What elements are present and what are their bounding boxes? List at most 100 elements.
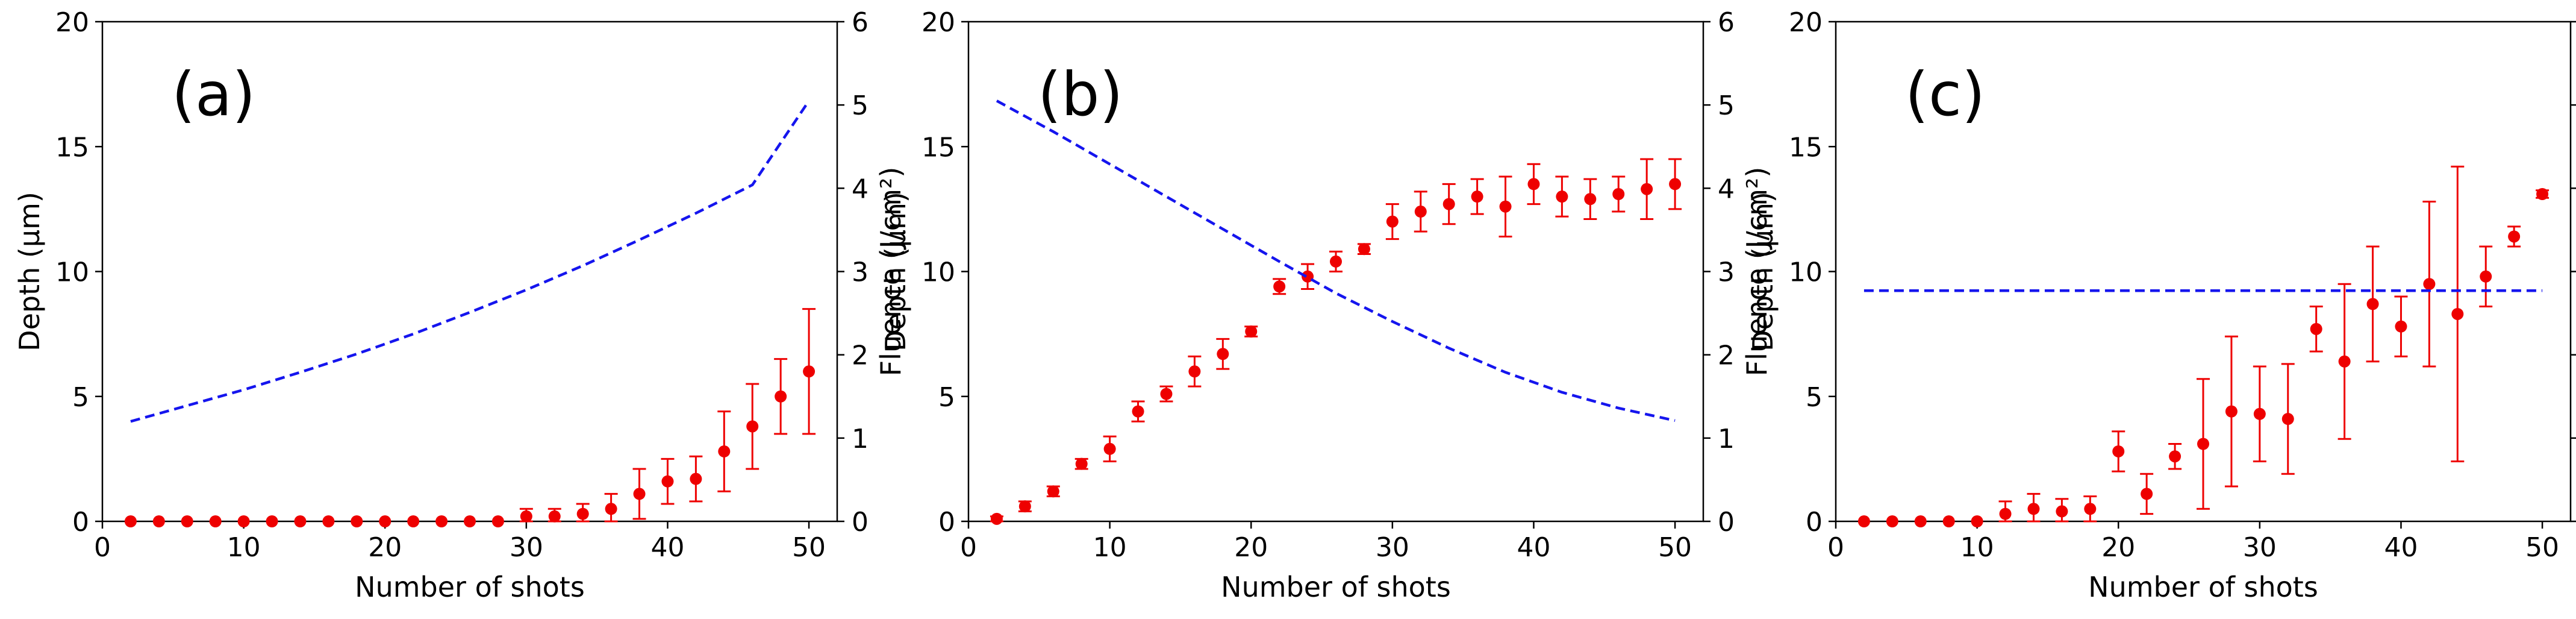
depth-point xyxy=(576,507,589,520)
depth-point xyxy=(775,390,787,403)
panel-label: (c) xyxy=(1905,59,1985,130)
y-tick-label: 0 xyxy=(72,507,89,538)
depth-point xyxy=(1584,193,1597,206)
depth-point xyxy=(690,473,702,485)
depth-point xyxy=(464,515,476,527)
depth-point xyxy=(2141,488,2153,500)
x-tick-label: 30 xyxy=(2243,532,2277,563)
y2-tick-label: 6 xyxy=(852,7,869,38)
depth-point xyxy=(2253,407,2266,420)
y-tick-label: 15 xyxy=(55,132,89,163)
y2-tick-label: 0 xyxy=(852,507,869,538)
depth-point xyxy=(2084,503,2097,515)
depth-point xyxy=(803,365,816,378)
depth-point xyxy=(605,503,617,515)
depth-point xyxy=(1612,188,1625,201)
x-tick-label: 0 xyxy=(960,532,977,563)
depth-point xyxy=(633,488,646,500)
fluence-line xyxy=(996,99,1676,423)
depth-point xyxy=(407,515,420,527)
depth-point xyxy=(1414,206,1427,218)
depth-point xyxy=(1499,200,1512,213)
y-tick-label: 20 xyxy=(922,7,955,38)
x-tick-label: 0 xyxy=(94,532,111,563)
y2-axis-label: Fluence (J/cm²) xyxy=(875,167,907,377)
depth-point xyxy=(746,420,759,433)
y-tick-label: 0 xyxy=(938,507,955,538)
x-tick-label: 0 xyxy=(1827,532,1844,563)
depth-point xyxy=(2451,307,2464,320)
y-axis-label: Depth (μm) xyxy=(879,192,912,351)
fluence-line xyxy=(130,100,810,423)
depth-point xyxy=(152,515,165,527)
depth-point xyxy=(2056,505,2068,518)
y2-tick-label: 1 xyxy=(1718,424,1735,454)
depth-point xyxy=(266,515,278,527)
depth-point xyxy=(1160,388,1173,400)
depth-point xyxy=(181,515,193,527)
y-tick-label: 10 xyxy=(922,257,955,288)
x-tick-label: 20 xyxy=(368,532,402,563)
depth-point xyxy=(1386,215,1399,228)
y2-tick-label: 4 xyxy=(1718,174,1735,204)
depth-point xyxy=(2112,445,2125,457)
y2-tick-label: 6 xyxy=(1718,7,1735,38)
panel-label: (a) xyxy=(172,59,255,130)
depth-point xyxy=(520,510,532,523)
depth-point xyxy=(1669,178,1682,190)
x-tick-label: 40 xyxy=(650,532,684,563)
depth-point xyxy=(1075,457,1088,470)
depth-point xyxy=(1527,178,1540,190)
y-tick-label: 10 xyxy=(55,257,89,288)
y-tick-label: 5 xyxy=(1806,382,1823,413)
depth-point xyxy=(2197,438,2209,450)
depth-point xyxy=(294,515,307,527)
depth-point xyxy=(718,445,731,457)
depth-point xyxy=(435,515,448,527)
y-axis-label: Depth (μm) xyxy=(1747,192,1779,351)
depth-point xyxy=(1302,270,1314,283)
depth-point xyxy=(2536,188,2549,201)
x-tick-label: 40 xyxy=(1517,532,1550,563)
y2-tick-label: 4 xyxy=(852,174,869,204)
y2-tick-label: 1 xyxy=(852,424,869,454)
x-tick-label: 40 xyxy=(2384,532,2418,563)
y2-tick-label: 2 xyxy=(1718,341,1735,371)
depth-point xyxy=(1018,500,1031,513)
depth-point xyxy=(2423,278,2436,291)
y2-tick-label: 3 xyxy=(852,257,869,288)
depth-point xyxy=(351,515,363,527)
x-tick-label: 50 xyxy=(1658,532,1692,563)
x-axis-label: Number of shots xyxy=(1221,571,1451,603)
depth-point xyxy=(491,515,504,527)
y2-tick-label: 0 xyxy=(1718,507,1735,538)
y-tick-label: 15 xyxy=(1789,132,1823,163)
depth-point xyxy=(2395,320,2407,333)
y2-tick-label: 5 xyxy=(852,90,869,121)
depth-point xyxy=(1857,515,1870,527)
y-tick-label: 20 xyxy=(55,7,89,38)
depth-point xyxy=(124,515,137,527)
depth-point xyxy=(2027,503,2040,515)
depth-point xyxy=(209,515,222,527)
x-tick-label: 50 xyxy=(2525,532,2559,563)
depth-point xyxy=(661,475,674,488)
depth-point xyxy=(2169,450,2181,463)
x-axis-label: Number of shots xyxy=(355,571,585,603)
chart-panel-1: 0 10 20 30 40 50 0 5 10 15 20 0 1 2 3 4 5 6 Number of shot… xyxy=(13,7,907,603)
y2-tick-label: 5 xyxy=(1718,90,1735,121)
depth-point xyxy=(1273,280,1286,293)
depth-point xyxy=(1942,515,1955,527)
y2-axis-label: Fluence (J/cm²) xyxy=(1741,167,1773,377)
depth-point xyxy=(1971,515,1983,527)
depth-point xyxy=(379,515,391,527)
y-tick-label: 20 xyxy=(1789,7,1823,38)
chart-panel-2: 0 10 20 30 40 50 0 5 10 15 20 0 1 2 3 4 5 6 Number of shot… xyxy=(879,7,1773,603)
y-tick-label: 0 xyxy=(1806,507,1823,538)
y-tick-label: 5 xyxy=(72,382,89,413)
depth-point xyxy=(2508,230,2521,243)
x-tick-label: 30 xyxy=(1376,532,1409,563)
depth-point xyxy=(1471,190,1483,203)
